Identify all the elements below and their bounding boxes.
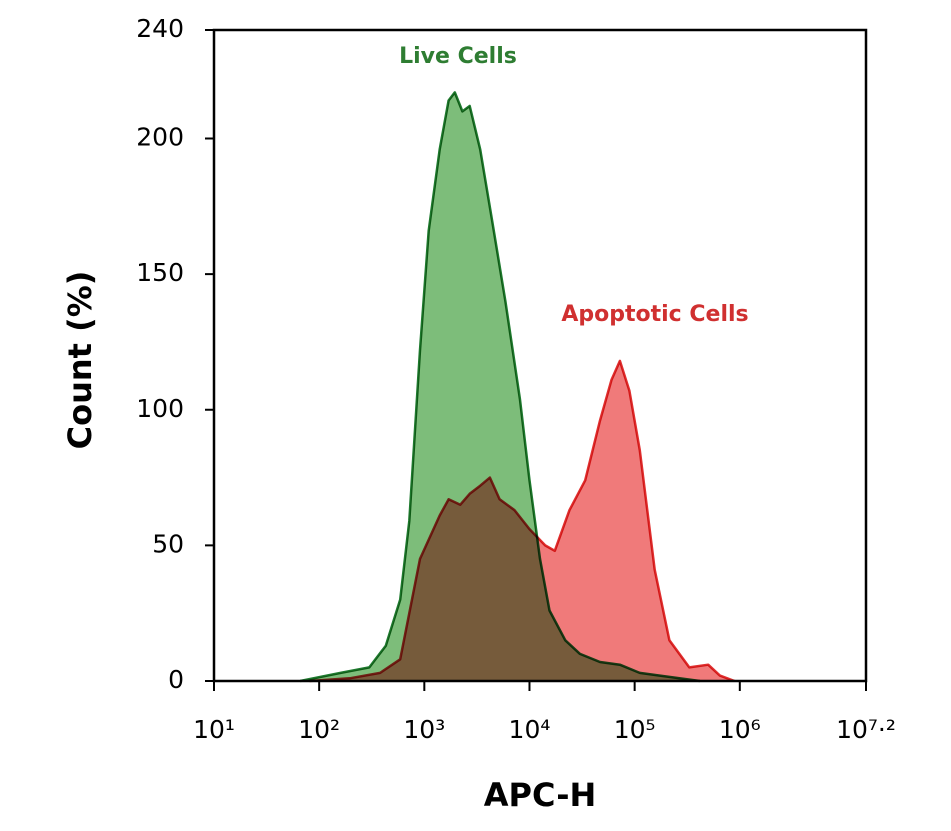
annotation: Apoptotic Cells	[561, 302, 748, 327]
plot-area	[299, 91, 735, 683]
x-tick-label: 10¹	[193, 715, 235, 744]
annotation: Live Cells	[399, 44, 517, 69]
y-tick-label: 50	[152, 529, 184, 558]
x-tick-label: 10²	[298, 715, 340, 744]
y-tick-label: 150	[136, 258, 184, 287]
plot-frame	[212, 28, 868, 683]
x-tick-label: 10³	[403, 715, 445, 744]
y-tick-label: 0	[168, 665, 184, 694]
y-tick-label: 200	[136, 123, 184, 152]
x-tick-label: 10⁶	[719, 715, 761, 744]
x-axis-title: APC-H	[484, 776, 597, 814]
line	[299, 91, 701, 683]
area	[300, 92, 700, 681]
y-axis-title: Count (%)	[61, 271, 99, 450]
x-tick-label: 10⁵	[614, 715, 656, 744]
x-tick-label: 10⁴	[509, 715, 551, 744]
x-tick-label: 10⁷·²	[836, 715, 896, 744]
y-tick-label: 100	[136, 394, 184, 423]
y-tick-label: 240	[136, 14, 184, 43]
